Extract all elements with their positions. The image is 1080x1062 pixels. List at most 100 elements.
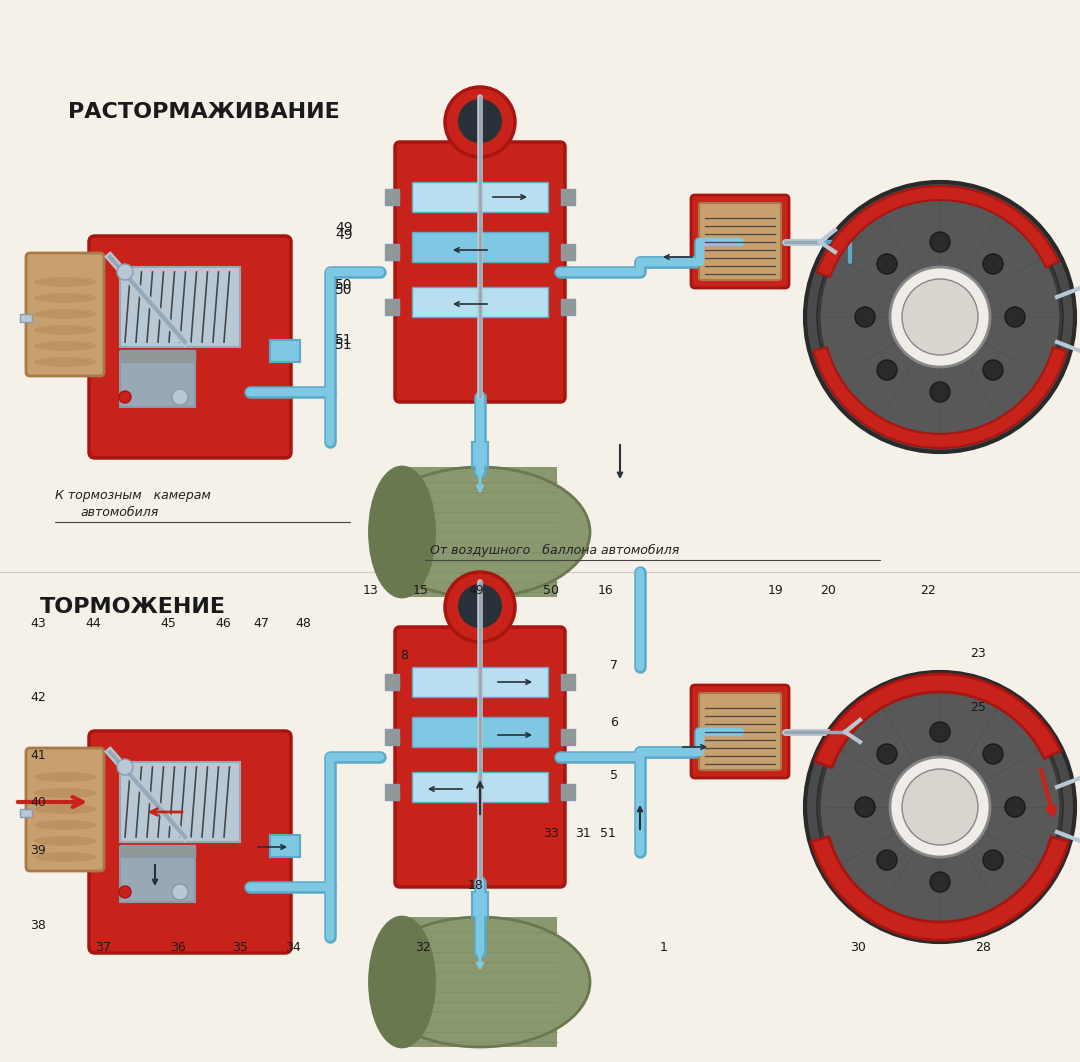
Text: 49: 49 — [468, 584, 484, 597]
Bar — [270, 340, 300, 362]
Circle shape — [855, 307, 875, 327]
Text: 16: 16 — [598, 584, 613, 597]
Text: 49: 49 — [335, 228, 353, 242]
Bar — [120, 847, 195, 902]
Text: 5: 5 — [610, 769, 618, 782]
Bar — [561, 674, 575, 690]
Text: 25: 25 — [970, 701, 986, 714]
Text: 18: 18 — [468, 879, 484, 892]
FancyBboxPatch shape — [89, 731, 291, 953]
Circle shape — [1005, 796, 1025, 817]
Text: ТОРМОЖЕНИЕ: ТОРМОЖЕНИЕ — [40, 597, 226, 617]
FancyBboxPatch shape — [26, 748, 104, 871]
Text: 42: 42 — [30, 691, 45, 704]
Text: 33: 33 — [543, 827, 558, 840]
Bar — [21, 809, 32, 817]
Ellipse shape — [33, 836, 96, 846]
Text: 43: 43 — [30, 617, 45, 630]
Circle shape — [119, 886, 131, 898]
Circle shape — [902, 279, 978, 355]
Bar — [120, 763, 240, 842]
Circle shape — [983, 360, 1003, 380]
Text: 8: 8 — [400, 649, 408, 662]
Circle shape — [983, 744, 1003, 764]
Ellipse shape — [33, 804, 96, 813]
Text: 32: 32 — [415, 941, 431, 954]
Text: 6: 6 — [610, 716, 618, 729]
Text: 19: 19 — [768, 584, 784, 597]
FancyBboxPatch shape — [395, 627, 565, 887]
Circle shape — [902, 769, 978, 845]
Text: 47: 47 — [253, 617, 269, 630]
Circle shape — [877, 360, 897, 380]
Circle shape — [458, 584, 502, 628]
Text: 7: 7 — [610, 660, 618, 672]
Circle shape — [930, 722, 950, 742]
Bar — [384, 244, 399, 260]
Wedge shape — [816, 186, 1058, 277]
Circle shape — [930, 382, 950, 402]
Bar — [270, 835, 300, 857]
Wedge shape — [811, 837, 1068, 940]
Circle shape — [172, 389, 188, 405]
Text: 50: 50 — [335, 278, 352, 292]
Text: 15: 15 — [413, 584, 429, 597]
Circle shape — [816, 194, 1063, 440]
Circle shape — [855, 796, 875, 817]
Circle shape — [820, 196, 1059, 436]
Ellipse shape — [370, 467, 590, 597]
Circle shape — [890, 757, 990, 857]
Bar — [411, 182, 548, 212]
Bar — [561, 729, 575, 746]
FancyBboxPatch shape — [89, 236, 291, 458]
Text: 40: 40 — [30, 796, 45, 809]
Ellipse shape — [33, 325, 96, 335]
Bar — [120, 352, 195, 407]
Circle shape — [805, 672, 1075, 942]
Circle shape — [445, 87, 515, 157]
FancyBboxPatch shape — [699, 693, 781, 770]
Text: 41: 41 — [30, 749, 45, 763]
Text: 28: 28 — [975, 941, 990, 954]
Text: 20: 20 — [820, 584, 836, 597]
Circle shape — [890, 267, 990, 367]
Ellipse shape — [370, 917, 590, 1047]
Bar — [411, 232, 548, 262]
Bar — [384, 189, 399, 205]
Bar — [411, 772, 548, 802]
Text: 51: 51 — [600, 827, 616, 840]
Circle shape — [805, 182, 1075, 452]
Ellipse shape — [33, 309, 96, 319]
Circle shape — [117, 264, 133, 280]
Circle shape — [983, 850, 1003, 870]
Bar — [561, 244, 575, 260]
Bar — [384, 729, 399, 746]
Text: 36: 36 — [170, 941, 186, 954]
Ellipse shape — [33, 788, 96, 798]
Circle shape — [983, 254, 1003, 274]
Circle shape — [930, 232, 950, 252]
Ellipse shape — [33, 772, 96, 782]
Bar — [384, 674, 399, 690]
Text: 34: 34 — [285, 941, 300, 954]
Circle shape — [877, 254, 897, 274]
Ellipse shape — [33, 341, 96, 352]
Circle shape — [445, 572, 515, 643]
Text: 39: 39 — [30, 844, 45, 857]
Ellipse shape — [33, 293, 96, 303]
Text: От воздушного   баллона автомобиля: От воздушного баллона автомобиля — [430, 544, 679, 556]
Text: 31: 31 — [575, 827, 591, 840]
Ellipse shape — [33, 820, 96, 830]
Circle shape — [458, 99, 502, 143]
FancyBboxPatch shape — [691, 195, 789, 288]
Circle shape — [172, 884, 188, 900]
Bar — [561, 189, 575, 205]
Bar — [120, 350, 195, 362]
Bar — [411, 667, 548, 697]
Ellipse shape — [369, 917, 434, 1047]
Wedge shape — [815, 674, 1061, 768]
Text: РАСТОРМАЖИВАНИЕ: РАСТОРМАЖИВАНИЕ — [68, 102, 340, 122]
Text: 49: 49 — [335, 221, 353, 235]
FancyBboxPatch shape — [26, 253, 104, 376]
Circle shape — [119, 391, 131, 402]
